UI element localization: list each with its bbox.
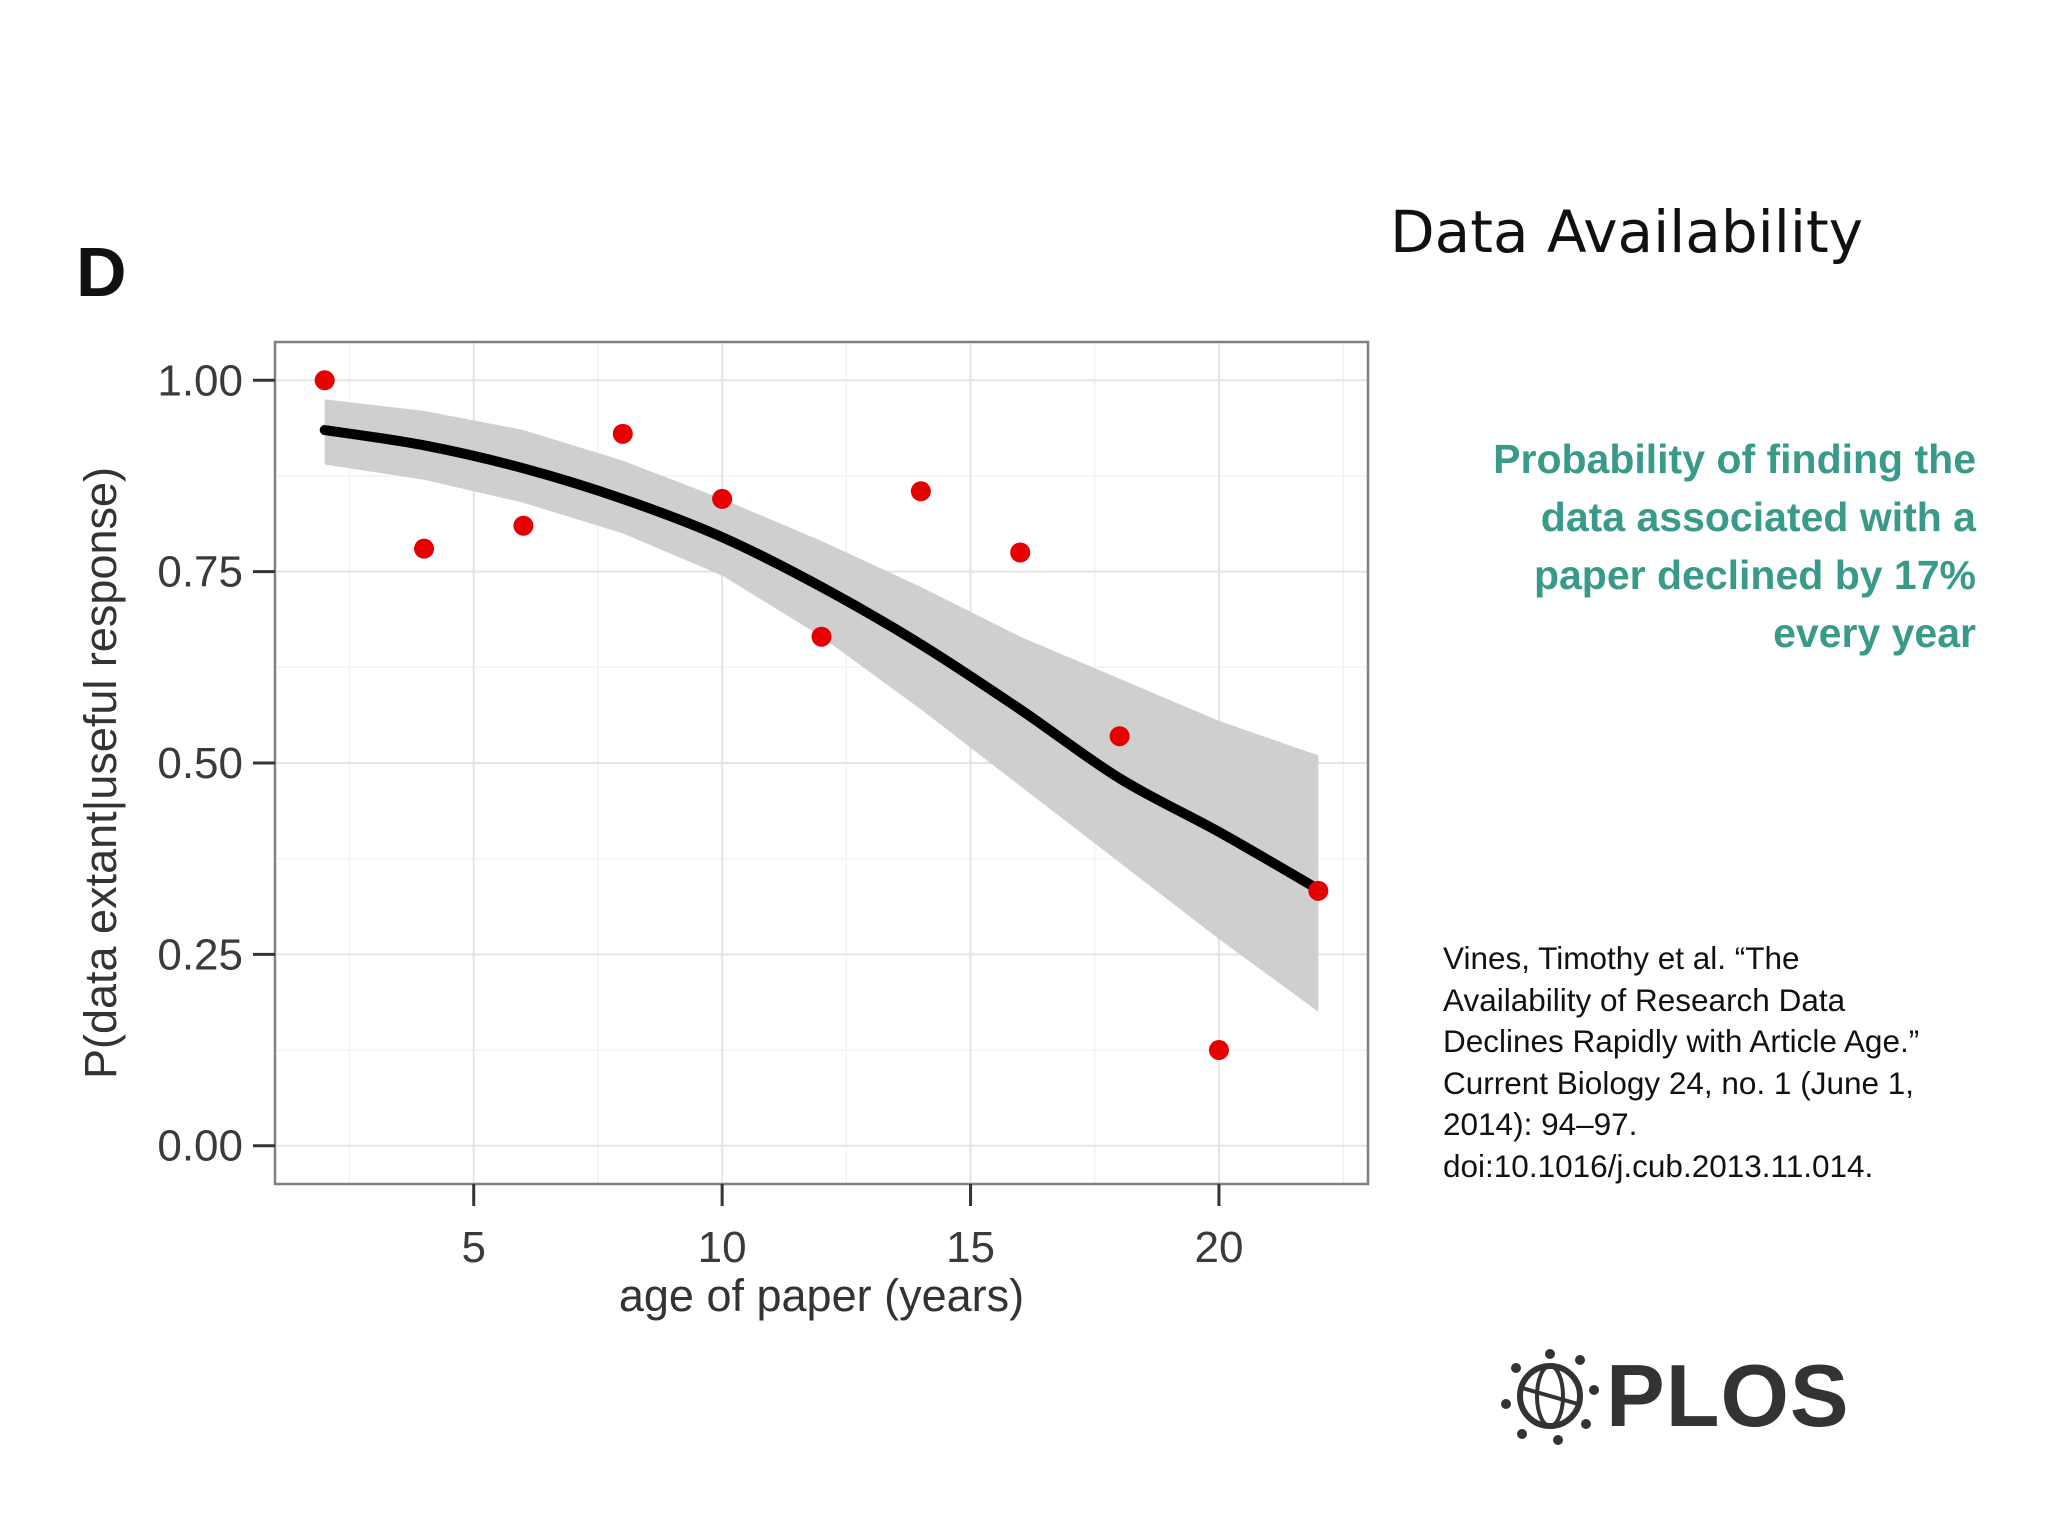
slide-title: Data Availability [1390,198,1864,266]
citation-text: Vines, Timothy et al. “The Availability … [1443,938,2003,1187]
plos-wordmark: PLOS [1606,1346,1850,1445]
highlight-line: paper declined by 17% [1533,552,1976,598]
citation-line: Declines Rapidly with Article Age.” [1443,1023,1920,1059]
data-point [314,370,335,391]
y-axis-label: P(data extant|useful response) [75,467,126,1079]
y-tick-label: 0.50 [157,739,243,788]
data-point [712,488,733,509]
fit-line [319,425,1324,895]
highlight-text: Probability of finding the data associat… [1416,430,1976,662]
data-point [811,626,832,647]
y-tick-label: 0.75 [157,548,243,597]
highlight-line: Probability of finding the [1493,436,1976,482]
confidence-band [324,399,1319,1012]
citation-line: Availability of Research Data [1443,981,1846,1018]
data-point [1010,542,1031,563]
data-point [1308,880,1329,901]
x-tick-label: 10 [698,1223,747,1272]
citation-line: doi:10.1016/j.cub.2013.11.014. [1443,1147,1874,1184]
y-tick-label: 0.25 [157,930,243,979]
data-point [414,538,435,559]
x-tick-label: 20 [1194,1223,1243,1272]
x-tick-label: 5 [461,1223,485,1272]
data-point [513,515,534,536]
data-point [1208,1040,1229,1061]
x-tick-label: 15 [946,1223,995,1272]
citation-line: Current Biology 24, no. 1 (June 1, [1443,1064,1915,1101]
y-tick-label: 0.00 [157,1122,243,1171]
citation-line: 2014): 94–97. [1443,1106,1638,1142]
citation-line: Vines, Timothy et al. “The [1443,940,1800,976]
chart-panel-label: D [76,233,127,311]
plos-logo: PLOS [1500,1340,1850,1452]
x-axis-label: age of paper (years) [619,1270,1024,1321]
data-point [910,481,931,502]
plos-globe-icon [1501,1349,1599,1445]
data-point [1109,726,1130,747]
data-point [612,423,633,444]
y-tick-label: 1.00 [157,356,243,405]
highlight-line: data associated with a [1540,494,1976,540]
highlight-line: every year [1773,610,1976,656]
